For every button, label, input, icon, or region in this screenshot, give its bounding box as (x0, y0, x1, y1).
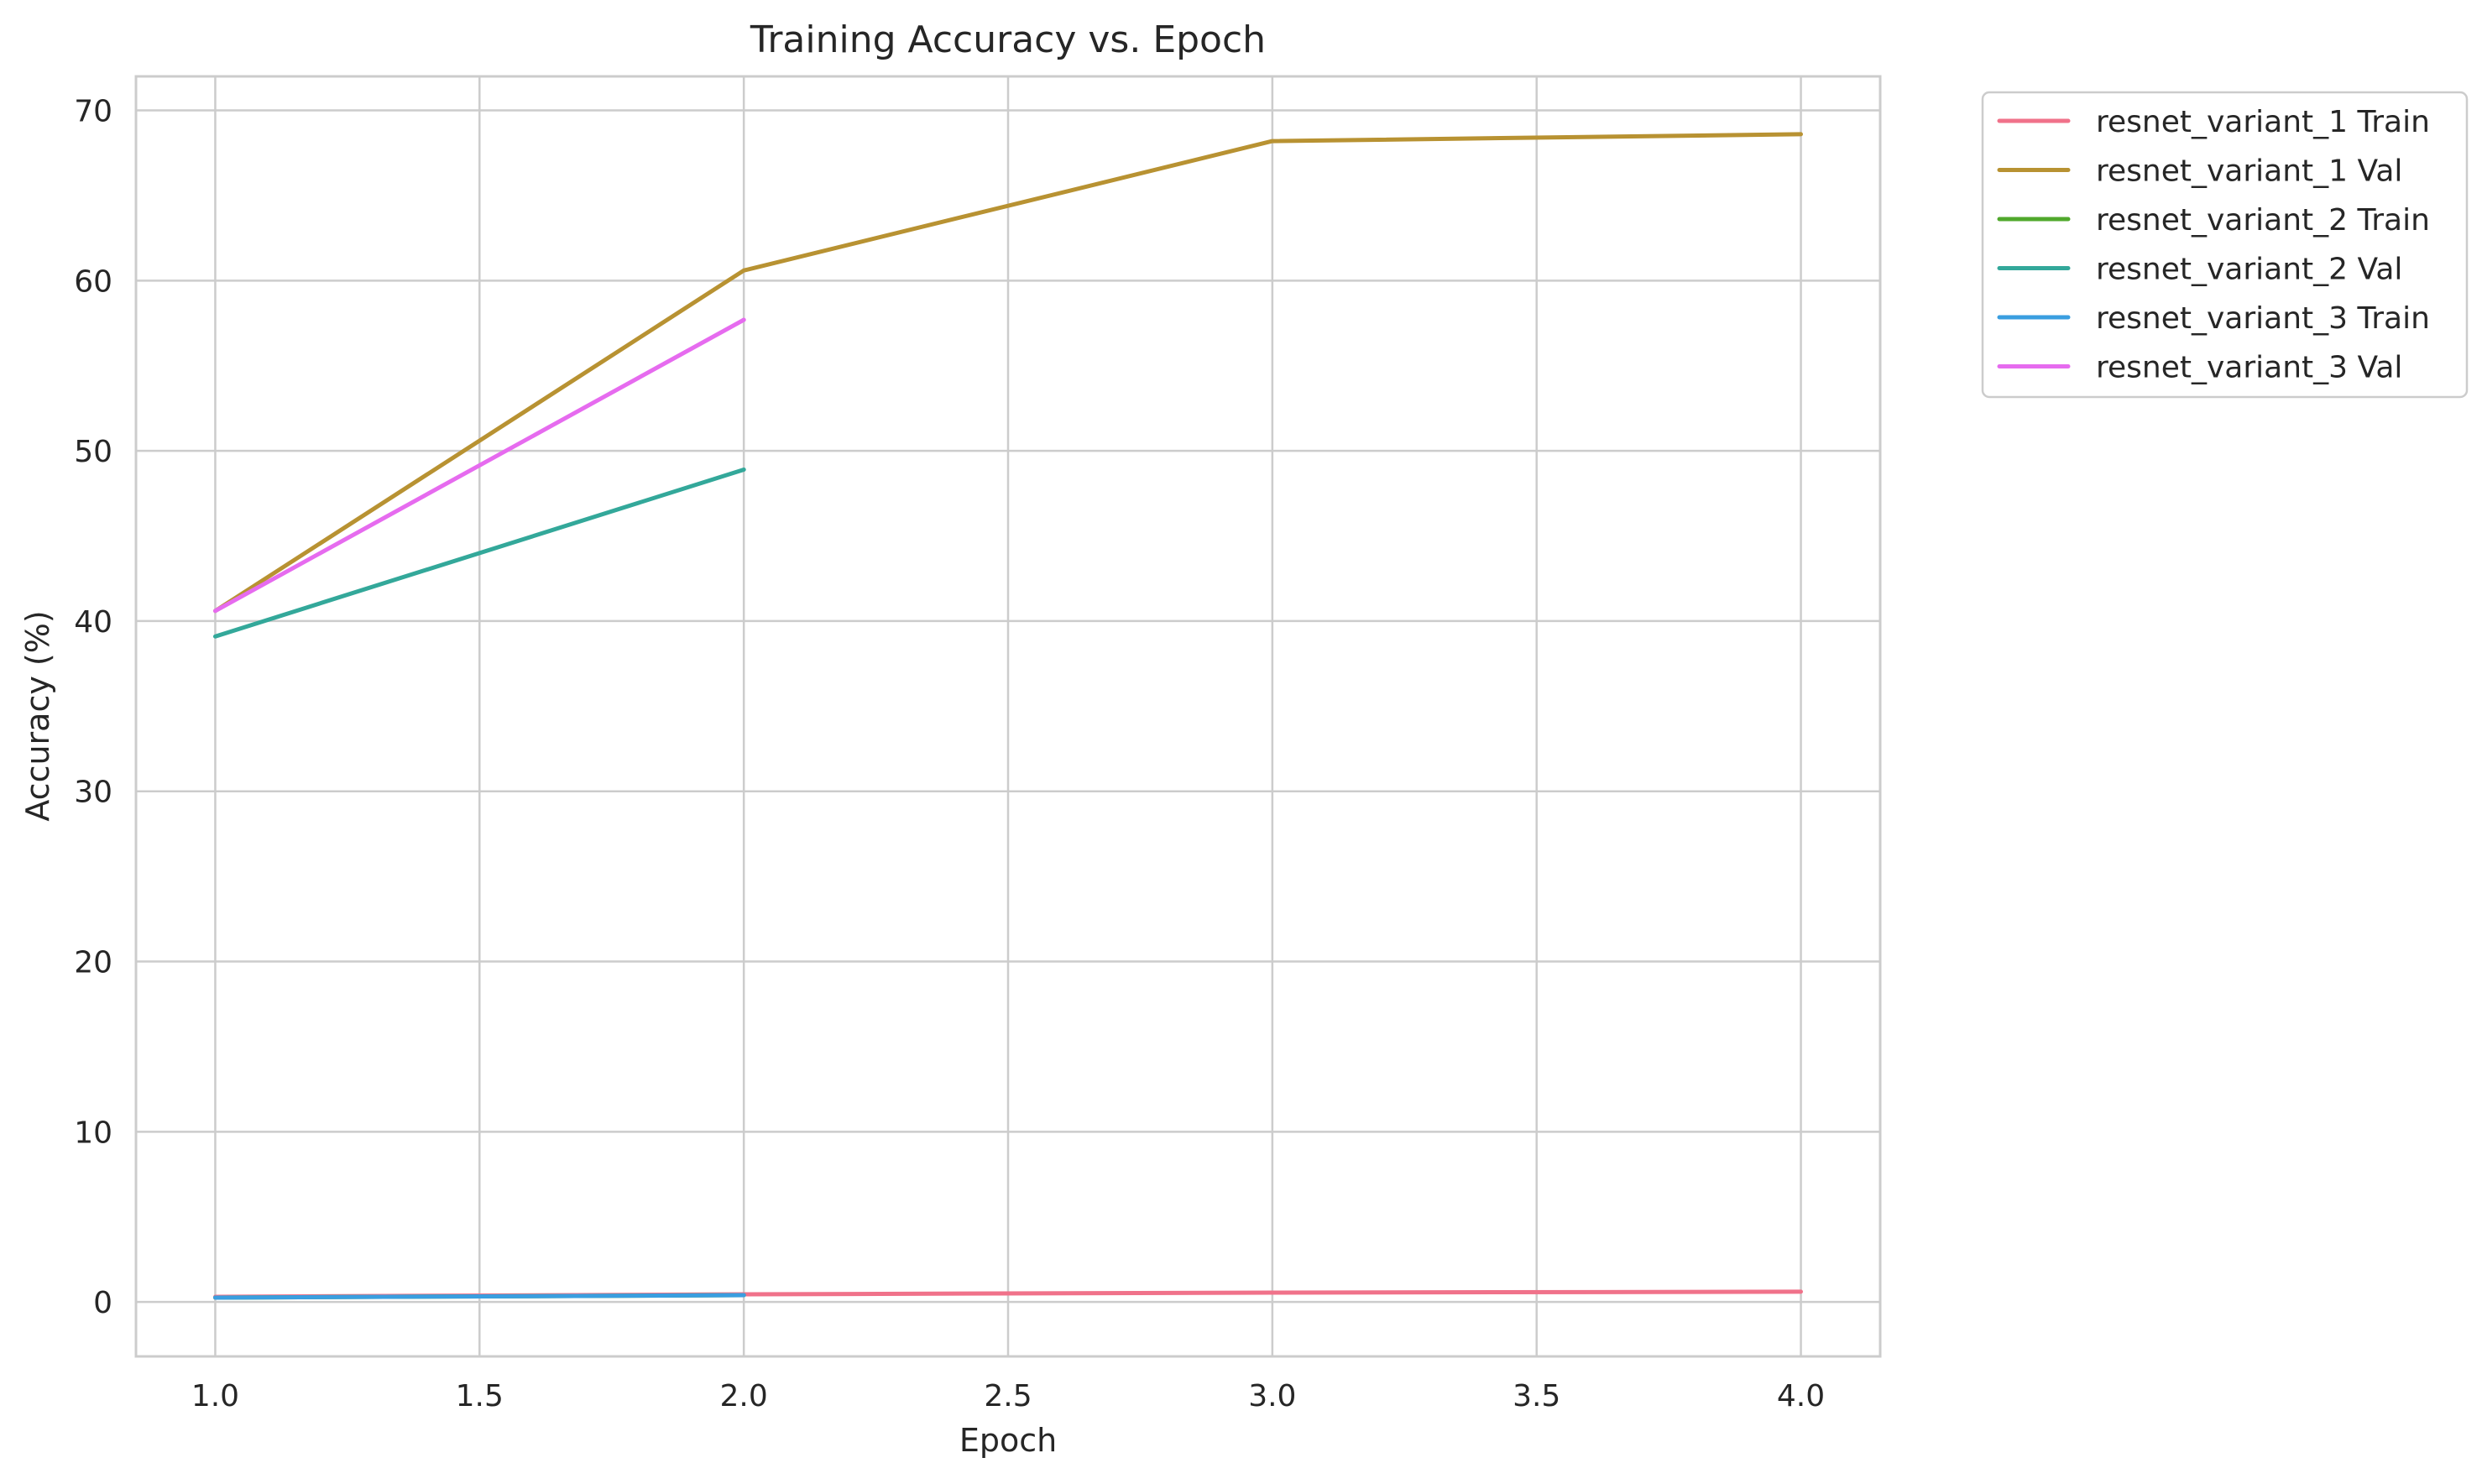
x-axis-label: Epoch (959, 1422, 1057, 1459)
x-tick-label: 3.0 (1248, 1379, 1296, 1413)
x-tick-label: 1.5 (456, 1379, 504, 1413)
grid-layer (136, 76, 1880, 1356)
x-tick-label: 2.0 (720, 1379, 768, 1413)
x-tick-label: 2.5 (984, 1379, 1032, 1413)
legend-frame (1981, 91, 2469, 399)
y-axis-label: Accuracy (%) (19, 610, 56, 821)
y-tick-label: 70 (74, 95, 112, 129)
legend-label: resnet_variant_2 Val (2096, 253, 2402, 287)
series-line-6 (213, 317, 746, 614)
x-tick-label: 3.5 (1513, 1379, 1560, 1413)
y-tick-labels: 0 10 20 30 40 50 60 70 (74, 95, 112, 1321)
y-tick-label: 40 (74, 605, 112, 640)
plot-frame (134, 75, 1882, 1358)
legend-entries: resnet_variant_1 Train resnet_variant_1 V… (1997, 105, 2430, 385)
y-tick-label: 0 (93, 1286, 112, 1320)
series-line-4 (213, 468, 746, 639)
series-line-2 (213, 132, 1803, 614)
series-layer (213, 132, 1803, 1300)
y-tick-label: 60 (74, 264, 112, 299)
y-tick-label: 20 (74, 946, 112, 980)
y-tick-label: 50 (74, 435, 112, 469)
legend-label: resnet_variant_3 Train (2096, 301, 2430, 336)
series-line-5 (213, 1293, 746, 1300)
legend: resnet_variant_1 Train resnet_variant_1 V… (1981, 91, 2469, 399)
chart-title: Training Accuracy vs. Epoch (750, 18, 1266, 61)
x-tick-label: 1.0 (191, 1379, 239, 1413)
legend-label: resnet_variant_3 Val (2096, 351, 2402, 385)
x-tick-labels: 1.0 1.5 2.0 2.5 3.0 3.5 4.0 (191, 1379, 1825, 1413)
y-tick-label: 10 (74, 1116, 112, 1150)
x-tick-label: 4.0 (1777, 1379, 1825, 1413)
legend-label: resnet_variant_2 Train (2096, 203, 2430, 238)
y-tick-label: 30 (74, 776, 112, 810)
legend-label: resnet_variant_1 Val (2096, 154, 2402, 189)
legend-label: resnet_variant_1 Train (2096, 105, 2430, 139)
